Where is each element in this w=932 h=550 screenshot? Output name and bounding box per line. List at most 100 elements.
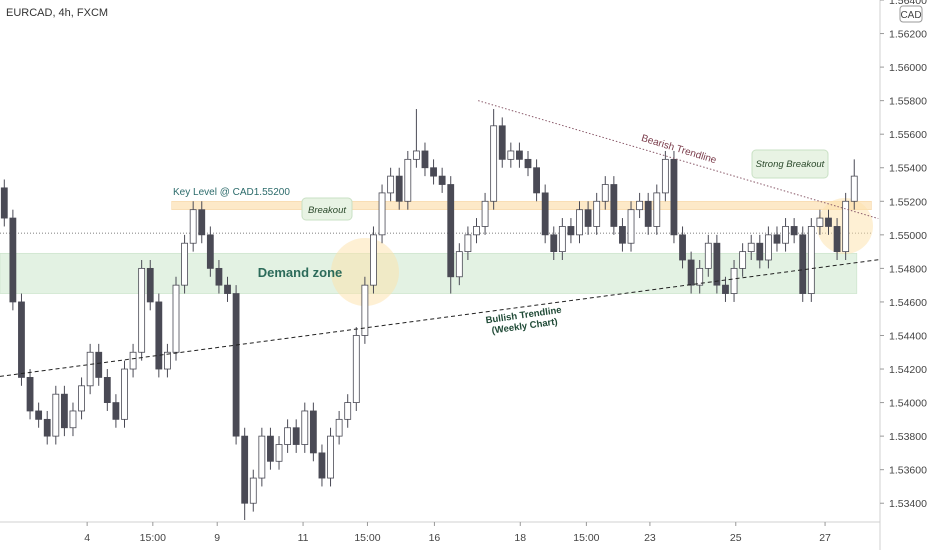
- candle-body: [232, 293, 240, 437]
- candle-body: [309, 410, 317, 454]
- candle-body: [138, 267, 146, 353]
- candle-body: [619, 226, 626, 244]
- candle-body: [447, 184, 455, 278]
- trendline: [0, 259, 881, 377]
- y-tick-label: 1.54400: [889, 330, 927, 342]
- candle-body: [764, 234, 772, 261]
- candle-body: [404, 158, 412, 202]
- candle-body: [713, 242, 721, 286]
- candle-body: [679, 234, 686, 261]
- x-tick-label: 15:00: [354, 532, 380, 544]
- x-tick-label: 4: [84, 532, 90, 544]
- candle-body: [43, 418, 51, 437]
- candle-body: [704, 242, 712, 269]
- candle-body: [172, 284, 180, 353]
- candle-body: [481, 200, 489, 227]
- y-tick-label: 1.56400: [889, 0, 927, 7]
- callout-box: [301, 197, 353, 221]
- y-tick-label: 1.55800: [889, 96, 927, 108]
- candle-body: [352, 335, 360, 403]
- candle-body: [155, 301, 163, 370]
- x-tick-label: 15:00: [140, 532, 166, 544]
- breakout-label: Breakout: [308, 205, 346, 216]
- candle-body: [292, 427, 300, 445]
- y-tick-label: 1.56000: [889, 62, 927, 74]
- trendline: [478, 100, 879, 220]
- y-tick-label: 1.53400: [889, 498, 927, 510]
- candle-body: [498, 125, 506, 160]
- candle-body: [35, 410, 43, 420]
- candle-body: [275, 444, 283, 462]
- candle-body: [850, 175, 858, 202]
- candle-body: [730, 267, 738, 294]
- candle-body: [816, 217, 824, 227]
- callout-box: [751, 149, 829, 179]
- y-tick-label: 1.55200: [889, 196, 927, 208]
- candle-body: [198, 209, 206, 236]
- candle-body: [69, 410, 77, 429]
- candle-body: [687, 259, 695, 286]
- candle-body: [610, 184, 618, 227]
- candle-body: [318, 452, 326, 479]
- candle-body: [567, 226, 575, 236]
- candle-body: [799, 234, 807, 294]
- candle-body: [387, 175, 395, 194]
- y-tick-label: 1.55000: [889, 230, 927, 242]
- candle-body: [412, 150, 420, 160]
- candle-body: [773, 234, 781, 244]
- candle-body: [464, 234, 472, 253]
- candle-body: [121, 368, 128, 420]
- y-tick-label: 1.53800: [889, 431, 927, 443]
- candle-body: [790, 226, 798, 236]
- candle-body: [129, 351, 137, 370]
- candle-body: [301, 410, 309, 445]
- candle-body: [524, 158, 532, 169]
- candle-body: [756, 242, 764, 261]
- chart-title: EURCAD, 4h, FXCM: [6, 7, 108, 19]
- strong-breakout-label: Strong Breakout: [756, 159, 825, 170]
- candle-body: [593, 200, 601, 227]
- candle-body: [601, 184, 609, 202]
- candle-body: [181, 242, 188, 286]
- candle-body: [18, 301, 25, 378]
- candle-body: [146, 267, 154, 303]
- candle-body: [636, 200, 644, 211]
- candle-body: [26, 377, 34, 412]
- y-tick-label: 1.53600: [889, 465, 927, 477]
- x-tick-label: 27: [819, 532, 831, 544]
- candle-body: [661, 158, 669, 194]
- candle-body: [722, 284, 729, 294]
- candle-body: [335, 418, 343, 437]
- candle-body: [696, 267, 704, 286]
- y-tick-label: 1.54200: [889, 364, 927, 376]
- candle-body: [627, 209, 635, 244]
- candle-body: [95, 351, 103, 378]
- candle-body: [833, 226, 841, 253]
- candle-body: [189, 209, 197, 244]
- candle-body: [370, 234, 377, 286]
- y-tick-label: 1.55600: [889, 129, 927, 141]
- candle-body: [438, 175, 446, 185]
- x-tick-label: 25: [730, 532, 742, 544]
- candle-body: [473, 226, 480, 236]
- zone: [171, 200, 872, 210]
- y-tick-label: 1.54800: [889, 263, 927, 275]
- candle-body: [224, 284, 231, 294]
- candle-body: [739, 251, 747, 269]
- candle-body: [507, 150, 515, 160]
- candle-body: [103, 377, 111, 403]
- candle-body: [584, 209, 592, 227]
- candle-body: [782, 226, 789, 244]
- candle-body: [747, 242, 755, 253]
- candle-body: [455, 251, 463, 278]
- candle-body: [421, 150, 429, 169]
- candle-body: [9, 217, 17, 303]
- candle-body: [533, 167, 540, 194]
- candle-body: [60, 393, 68, 429]
- candle-body: [516, 150, 523, 160]
- candle-body: [378, 192, 386, 236]
- candle-body: [395, 175, 403, 202]
- candle-body: [430, 167, 437, 177]
- candle-body: [52, 393, 60, 437]
- candle-body: [249, 477, 257, 504]
